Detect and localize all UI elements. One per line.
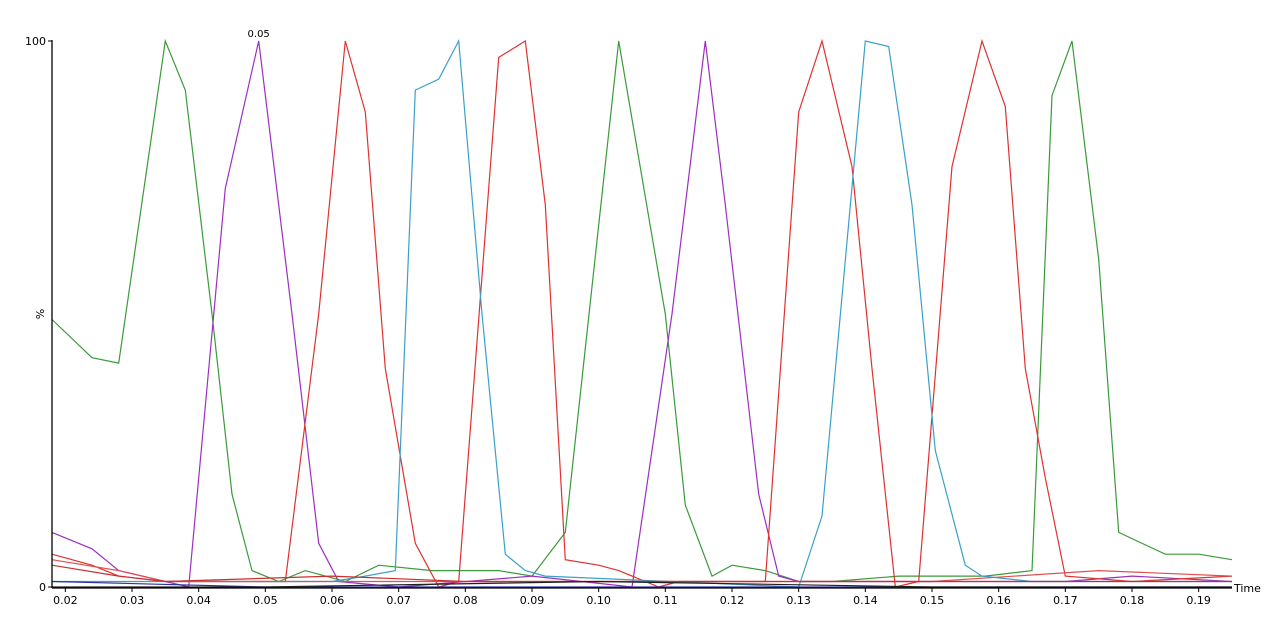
- x-tick-label: 0.13: [786, 594, 811, 607]
- x-tick-label: 0.16: [986, 594, 1011, 607]
- series-line-8: [52, 580, 1232, 588]
- x-tick-label: 0.07: [386, 594, 411, 607]
- x-tick-label: 0.02: [53, 594, 78, 607]
- series-line-2: [51, 40, 1233, 588]
- x-tick-label: 0.15: [920, 594, 945, 607]
- x-tick-label: 0.14: [853, 594, 878, 607]
- x-tick-label: 0.11: [653, 594, 678, 607]
- x-ticks: 0.02 0.03 0.04 0.05 0.06 0.07 0.08 0.09 0.10 0.11…: [53, 588, 1211, 607]
- x-tick-label: 0.17: [1053, 594, 1078, 607]
- x-tick-label: 0.06: [320, 594, 345, 607]
- x-tick-label: 0.12: [720, 594, 745, 607]
- x-tick-label: 0.18: [1120, 594, 1145, 607]
- annotations: 0.05: [248, 29, 270, 40]
- peak-annotation: 0.05: [248, 29, 270, 40]
- x-tick-label: 0.04: [186, 594, 211, 607]
- y-tick-label: 0: [39, 581, 46, 594]
- x-tick-label: 0.05: [253, 594, 278, 607]
- x-tick-label: 0.10: [586, 594, 611, 607]
- x-tick-label: 0.08: [453, 594, 478, 607]
- y-tick-label: 100: [25, 35, 46, 48]
- x-tick-label: 0.19: [1186, 594, 1211, 607]
- series-line-6: [51, 564, 1232, 583]
- series-line-5: [51, 559, 1233, 583]
- x-tick-label: 0.03: [120, 594, 145, 607]
- x-tick-label: 0.09: [520, 594, 545, 607]
- series-layer: [51, 38, 1233, 588]
- series-line-4: [52, 38, 1232, 588]
- y-axis-label: %: [34, 309, 47, 319]
- series-line-3: [51, 38, 1233, 588]
- series-line-1: [51, 38, 1233, 583]
- y-ticks: 0 100: [25, 35, 52, 594]
- x-axis-label: Time: [1233, 582, 1261, 595]
